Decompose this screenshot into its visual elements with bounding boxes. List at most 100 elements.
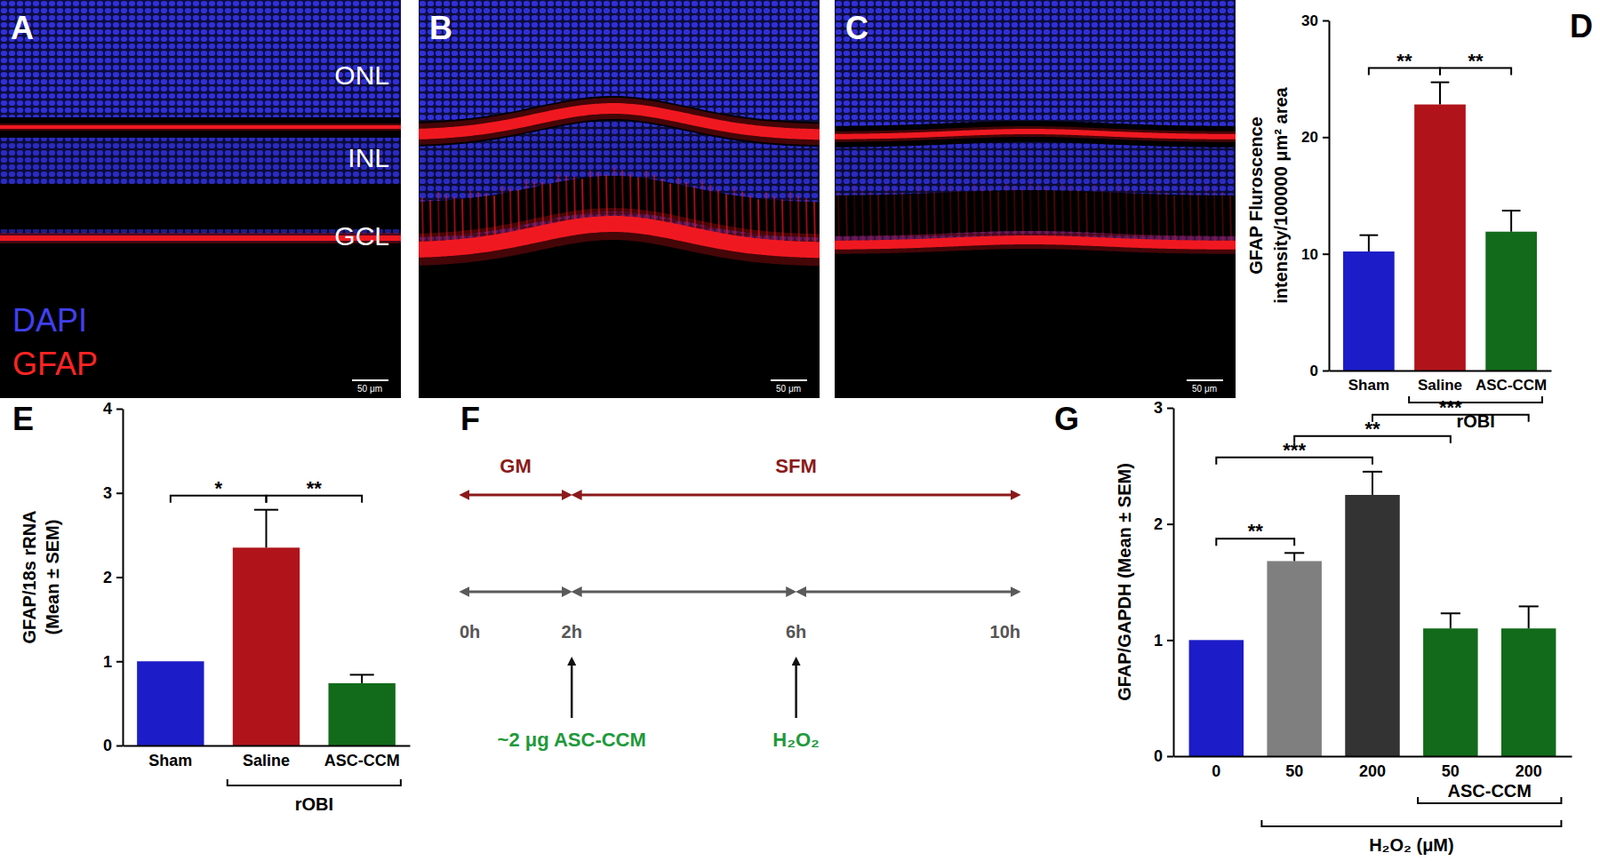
x-tick: 200 (1359, 762, 1386, 781)
x-tick-label: 50 (1285, 762, 1304, 781)
y-tick-mark (116, 745, 123, 748)
error-bar (254, 510, 279, 549)
x-tick: ASC-CCM (324, 752, 400, 770)
y-tick-mark (1322, 136, 1329, 139)
x-tick: Sham (1348, 376, 1390, 394)
y-axis-title: GFAP Fluroscence (1246, 116, 1266, 274)
significance-label: ** (1396, 49, 1413, 72)
error-bar-cap (350, 673, 375, 676)
y-tick-label: 10 (1301, 246, 1319, 264)
error-bar-cap (1359, 234, 1378, 237)
significance-label: ** (306, 477, 323, 500)
gcl-gfap-glow (834, 240, 1236, 246)
bar (1344, 495, 1400, 757)
significance-label: * (214, 477, 223, 500)
x-tick: Sham (148, 752, 192, 770)
x-tick: 50 (1285, 762, 1304, 781)
x-tick: 200 (1515, 762, 1543, 781)
layer-label: GCL (334, 221, 390, 251)
y-tick: 20 (1301, 128, 1329, 146)
y-tick-mark (1322, 253, 1329, 256)
x-tick-label: ASC-CCM (1475, 376, 1547, 394)
x-tick: Saline (242, 752, 290, 770)
x-tick-label: Saline (242, 752, 290, 770)
y-tick-label: 20 (1301, 128, 1319, 146)
phase-arrow (574, 494, 1018, 497)
y-tick: 3 (1153, 399, 1174, 417)
x-axis-line (123, 745, 411, 748)
bar-chart: 0 10 20 30 Sham Saline ASC-CCM GFAP Fluroscence… (1246, 8, 1593, 432)
x-tick-label: Sham (148, 752, 192, 770)
y-tick-label: 1 (1153, 632, 1163, 650)
y-tick-label: 2 (1153, 515, 1163, 534)
significance-label: *** (1439, 396, 1463, 419)
phase-arrow (462, 494, 569, 497)
gcl-gfap-glow (418, 224, 820, 250)
y-tick-mark (1167, 523, 1174, 526)
opl-gfap-glow (418, 108, 820, 135)
micrograph: B50 μm (418, 0, 824, 399)
time-segment (462, 591, 569, 594)
x-tick-label: Sham (1348, 376, 1390, 394)
micrograph-image (834, 0, 1236, 399)
plot-area (1189, 472, 1557, 757)
x-tick: Saline (1417, 376, 1463, 394)
error-bar-stem (265, 510, 268, 549)
x-tick: ASC-CCM (1475, 376, 1547, 394)
panel-label: D (1569, 8, 1593, 45)
x-tick-label: 50 (1441, 762, 1460, 781)
bar-chart: 0 1 2 3 4 Sham Saline ASC-CCM GFAP/18s rRNA(Mean… (12, 400, 411, 815)
y-axis-title: GFAP/18s rRNA (19, 510, 40, 644)
y-tick: 10 (1301, 246, 1329, 264)
y-tick: 4 (103, 400, 123, 418)
error-bar (1519, 606, 1539, 629)
error-bar-cap (1502, 209, 1521, 212)
y-axis-title: (Mean ± SEM) (42, 520, 63, 636)
error-bar-cap (1519, 605, 1539, 608)
panel-label: A (10, 9, 34, 47)
scale-bar (352, 379, 389, 382)
gcl-gfap (418, 224, 820, 250)
y-axis: 0 1 2 3 4 (103, 400, 124, 755)
timeline: FGMSFM0h2h6h10h~2 μg ASC-CCMH₂O₂ (459, 400, 1021, 752)
error-bar (1359, 235, 1378, 252)
x-axis: Sham Saline ASC-CCM (1329, 371, 1552, 395)
scale-bar (770, 379, 808, 382)
error-bar-cap (1362, 471, 1383, 473)
error-bar (1362, 472, 1383, 496)
plot-area (136, 510, 396, 746)
y-axis-line (1173, 408, 1176, 758)
figure: AONLINLGCLDAPIGFAP50 μmB50 μmC50 μm01020… (0, 0, 1600, 861)
layer-label: INL (347, 143, 390, 173)
y-tick: 0 (103, 736, 123, 755)
y-tick: 1 (1153, 632, 1174, 650)
group-label: rOBI (295, 794, 334, 815)
panel-label: G (1054, 400, 1080, 438)
y-axis: 0 1 2 3 (1153, 399, 1175, 766)
time-label: 6h (785, 622, 807, 642)
error-bar (350, 674, 375, 683)
panel-label: E (12, 400, 34, 438)
significance-label: ** (1248, 520, 1264, 543)
significance-label: ** (1468, 49, 1485, 72)
y-tick-label: 0 (1153, 747, 1163, 766)
y-tick: 0 (1310, 362, 1329, 380)
y-tick: 2 (103, 568, 123, 587)
y-tick-mark (1322, 370, 1329, 373)
x-axis: Sham Saline ASC-CCM (123, 746, 411, 770)
y-tick-mark (116, 576, 123, 579)
scale-bar-label: 50 μm (1192, 384, 1217, 394)
micrograph-image (418, 0, 820, 399)
time-label: 0h (459, 622, 480, 642)
y-tick-label: 3 (103, 484, 112, 503)
error-bar-cap (1284, 552, 1304, 554)
bar-chart: 012305020050200GFAP/GAPDH (Mean ± SEM)GA… (1054, 396, 1573, 856)
x-tick: 0 (1211, 762, 1221, 781)
y-tick: 1 (103, 653, 123, 672)
micrograph: C50 μm (834, 0, 1240, 399)
event-label: ~2 μg ASC-CCM (497, 728, 647, 752)
group-bracket (1408, 396, 1543, 403)
x-tick-label: ASC-CCM (324, 752, 400, 770)
y-tick-label: 30 (1301, 12, 1319, 30)
opl-gfap (834, 131, 1236, 137)
